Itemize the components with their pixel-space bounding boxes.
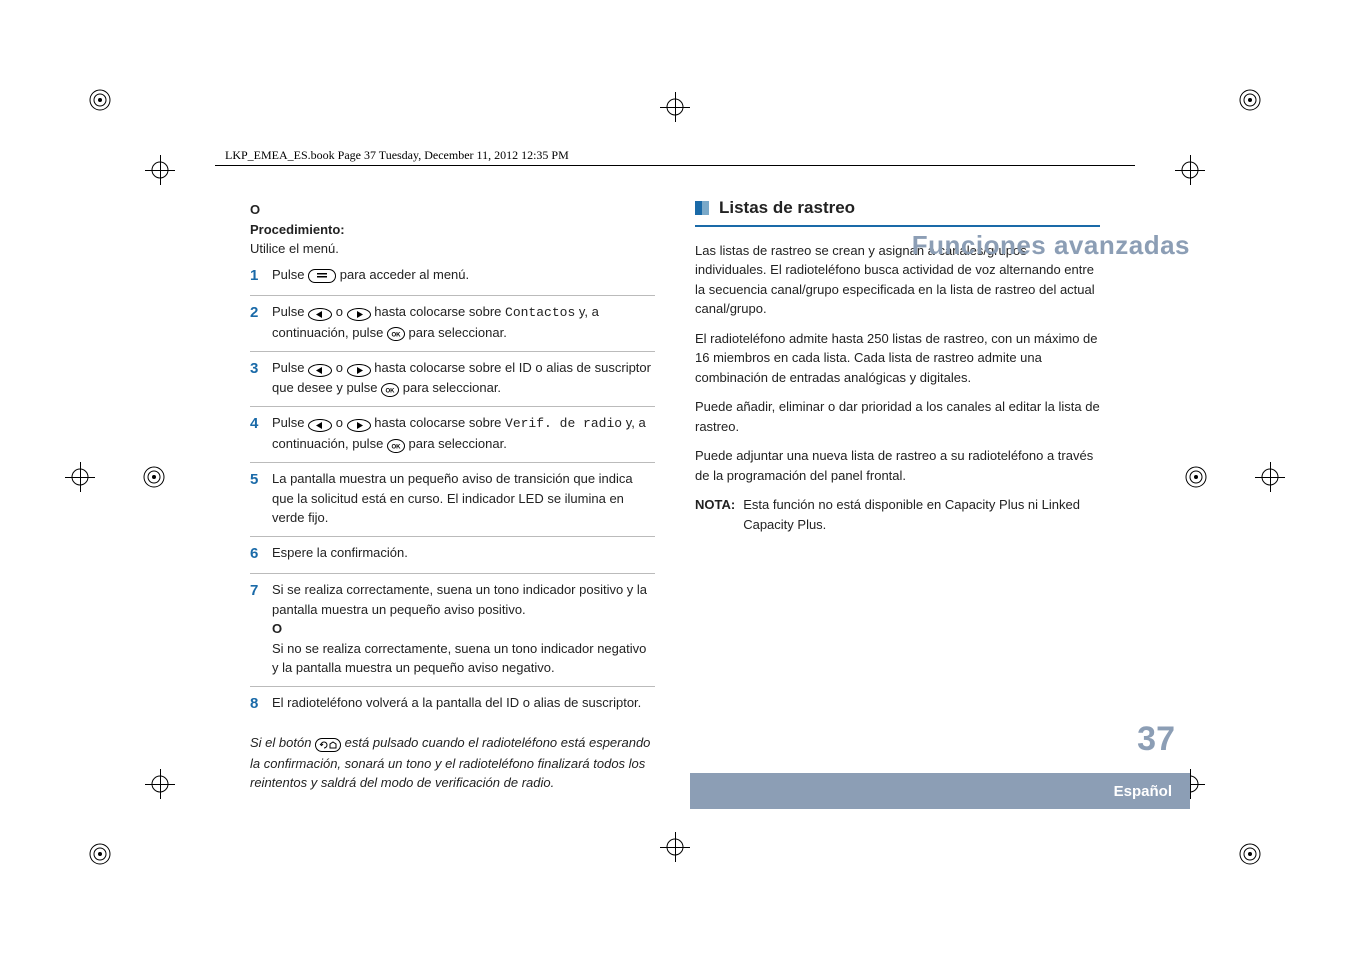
side-tab-label: Funciones avanzadas xyxy=(912,230,1190,261)
step-number: 1 xyxy=(250,265,272,288)
step-number: 3 xyxy=(250,358,272,399)
ok-button-icon: OK xyxy=(387,435,405,455)
page-number: 37 xyxy=(1137,720,1175,759)
code-contactos: Contactos xyxy=(505,305,575,320)
footer-language-band: Español xyxy=(690,773,1190,809)
crosshair-mark xyxy=(65,462,95,492)
step-item: 6 Espere la confirmación. xyxy=(250,537,655,575)
registration-mark-mid-left xyxy=(142,465,166,489)
step-item: 8 El radioteléfono volverá a la pantalla… xyxy=(250,687,655,724)
code-verif-radio: Verif. de radio xyxy=(505,416,622,431)
step-item: 1 Pulse para acceder al menú. xyxy=(250,259,655,297)
step-number: 2 xyxy=(250,302,272,343)
menu-button-icon xyxy=(308,265,336,285)
nav-left-icon xyxy=(308,303,332,323)
crosshair-mark xyxy=(145,769,175,799)
procedure-intro: Utilice el menú. xyxy=(250,239,655,259)
step-number: 5 xyxy=(250,469,272,528)
registration-mark-top-right xyxy=(1238,88,1262,112)
step-body: Pulse para acceder al menú. xyxy=(272,265,655,288)
registration-mark-top-left xyxy=(88,88,112,112)
step-body: Pulse o hasta colocarse sobre el ID o al… xyxy=(272,358,655,399)
crosshair-mark xyxy=(660,832,690,862)
step-body: Pulse o hasta colocarse sobre Contactos … xyxy=(272,302,655,343)
step-item: 4 Pulse o hasta colocarse sobre Verif. d… xyxy=(250,407,655,463)
crosshair-mark xyxy=(1255,462,1285,492)
note-text: Esta función no está disponible en Capac… xyxy=(743,495,1100,534)
back-home-button-icon xyxy=(315,734,341,754)
nav-right-icon xyxy=(347,414,371,434)
page-content: O Procedimiento: Utilice el menú. 1 Puls… xyxy=(250,195,1100,804)
paragraph: Puede adjuntar una nueva lista de rastre… xyxy=(695,446,1100,485)
registration-mark-bottom-right xyxy=(1238,842,1262,866)
crosshair-mark xyxy=(660,92,690,122)
steps-list: 1 Pulse para acceder al menú. 2 Pulse o … xyxy=(250,259,655,724)
step-number: 4 xyxy=(250,413,272,454)
step-item: 7 Si se realiza correctamente, suena un … xyxy=(250,574,655,687)
column-right: Listas de rastreo Las listas de rastreo … xyxy=(695,195,1100,804)
paragraph: Puede añadir, eliminar o dar prioridad a… xyxy=(695,397,1100,436)
step-number: 7 xyxy=(250,580,272,678)
note-row: NOTA: Esta función no está disponible en… xyxy=(695,495,1100,534)
procedure-label: Procedimiento: xyxy=(250,220,655,240)
ok-button-icon: OK xyxy=(387,323,405,343)
step-number: 6 xyxy=(250,543,272,566)
section-marker-icon xyxy=(695,201,709,215)
section-title: Listas de rastreo xyxy=(719,195,855,221)
note-label: NOTA: xyxy=(695,495,735,534)
step-body: Si se realiza correctamente, suena un to… xyxy=(272,580,655,678)
registration-mark-mid-right xyxy=(1184,465,1208,489)
step-body: El radioteléfono volverá a la pantalla d… xyxy=(272,693,655,716)
nav-left-icon xyxy=(308,359,332,379)
crosshair-mark xyxy=(1175,155,1205,185)
svg-text:OK: OK xyxy=(391,444,401,450)
step-body: Espere la confirmación. xyxy=(272,543,655,566)
step-item: 3 Pulse o hasta colocarse sobre el ID o … xyxy=(250,352,655,408)
section-header: Listas de rastreo xyxy=(695,195,1100,227)
svg-text:OK: OK xyxy=(386,388,396,394)
column-left: O Procedimiento: Utilice el menú. 1 Puls… xyxy=(250,195,655,804)
nav-left-icon xyxy=(308,414,332,434)
or-label: O xyxy=(250,200,655,220)
nav-right-icon xyxy=(347,303,371,323)
ok-button-icon: OK xyxy=(381,379,399,399)
crosshair-mark xyxy=(145,155,175,185)
svg-text:OK: OK xyxy=(391,333,401,339)
header-rule xyxy=(215,165,1135,166)
registration-mark-bottom-left xyxy=(88,842,112,866)
step-item: 5 La pantalla muestra un pequeño aviso d… xyxy=(250,463,655,537)
nav-right-icon xyxy=(347,359,371,379)
header-file-info: LKP_EMEA_ES.book Page 37 Tuesday, Decemb… xyxy=(225,148,569,163)
footer-language: Español xyxy=(1114,783,1172,800)
paragraph: El radioteléfono admite hasta 250 listas… xyxy=(695,329,1100,388)
step-body: Pulse o hasta colocarse sobre Verif. de … xyxy=(272,413,655,454)
step-number: 8 xyxy=(250,693,272,716)
step-item: 2 Pulse o hasta colocarse sobre Contacto… xyxy=(250,296,655,352)
step-body: La pantalla muestra un pequeño aviso de … xyxy=(272,469,655,528)
footnote: Si el botón está pulsado cuando el radio… xyxy=(250,733,655,792)
